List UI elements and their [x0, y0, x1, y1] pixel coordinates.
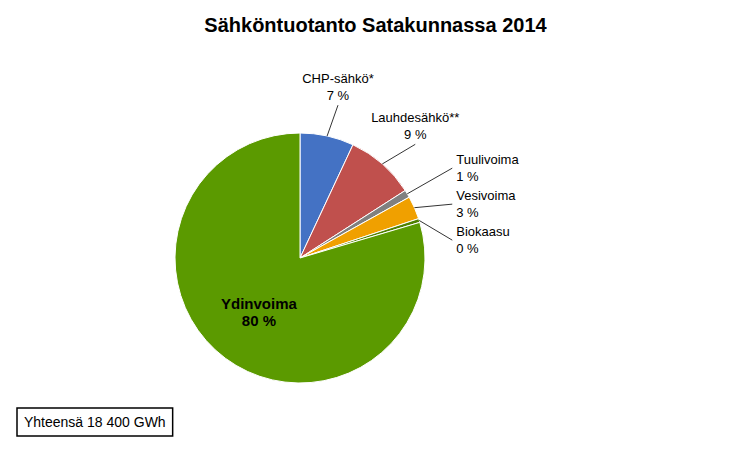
- category-label: Tuulivoima: [456, 152, 519, 167]
- category-label: Biokaasu: [456, 224, 509, 239]
- annotation-box: [17, 408, 173, 436]
- leader-line: [419, 220, 452, 240]
- category-label: CHP-sähkö*: [302, 71, 374, 86]
- chart: Sähköntuotanto Satakunnassa 2014 CHP-sähk…: [0, 0, 751, 451]
- value-label: 9 %: [404, 127, 427, 142]
- data-labels: CHP-sähkö* 7 % Lauhdesähkö** 9 % Tuulivoima 1…: [221, 71, 519, 329]
- slice: [175, 133, 425, 383]
- leader-line: [407, 168, 452, 194]
- annotation: Yhteensä 18 400 GWh: [17, 408, 173, 436]
- value-label: 3 %: [456, 205, 479, 220]
- value-label: 80 %: [242, 312, 276, 329]
- category-label: Ydinvoima: [221, 295, 298, 312]
- data-label: Vesivoima 3 %: [456, 188, 516, 220]
- value-label: 1 %: [456, 169, 479, 184]
- data-label: Biokaasu 0 %: [456, 224, 509, 256]
- leader-line: [414, 204, 452, 208]
- data-label: Tuulivoima 1 %: [456, 152, 519, 184]
- value-label: 0 %: [456, 241, 479, 256]
- leader-line: [382, 144, 415, 164]
- category-label: Vesivoima: [456, 188, 516, 203]
- data-label: Ydinvoima80 %: [221, 295, 298, 329]
- data-label: Lauhdesähkö** 9 %: [371, 110, 459, 142]
- leader-line: [327, 105, 338, 136]
- value-label: 7 %: [327, 88, 350, 103]
- pie: [175, 133, 425, 383]
- annotation-text: Yhteensä 18 400 GWh: [24, 414, 166, 430]
- data-label: CHP-sähkö* 7 %: [302, 71, 374, 103]
- title: Sähköntuotanto Satakunnassa 2014: [204, 14, 547, 36]
- category-label: Lauhdesähkö**: [371, 110, 459, 125]
